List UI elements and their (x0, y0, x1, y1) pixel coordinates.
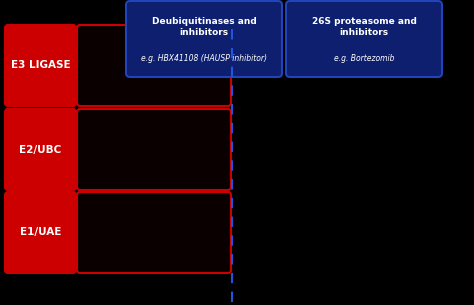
FancyBboxPatch shape (126, 1, 282, 77)
FancyBboxPatch shape (77, 109, 231, 190)
Text: E1/UAE: E1/UAE (20, 228, 61, 238)
FancyBboxPatch shape (5, 192, 76, 273)
FancyBboxPatch shape (286, 1, 442, 77)
Text: E2/UBC: E2/UBC (19, 145, 62, 155)
Text: E3 LIGASE: E3 LIGASE (11, 60, 70, 70)
FancyBboxPatch shape (5, 109, 76, 190)
Text: Deubiquitinases and
inhibitors: Deubiquitinases and inhibitors (152, 17, 256, 37)
Text: e.g. Bortezomib: e.g. Bortezomib (334, 54, 394, 63)
Text: e.g. HBX41108 (HAUSP inhibitor): e.g. HBX41108 (HAUSP inhibitor) (141, 54, 267, 63)
FancyBboxPatch shape (77, 25, 231, 106)
FancyBboxPatch shape (77, 192, 231, 273)
FancyBboxPatch shape (5, 25, 76, 106)
Text: 26S proteasome and
inhibitors: 26S proteasome and inhibitors (311, 17, 417, 37)
